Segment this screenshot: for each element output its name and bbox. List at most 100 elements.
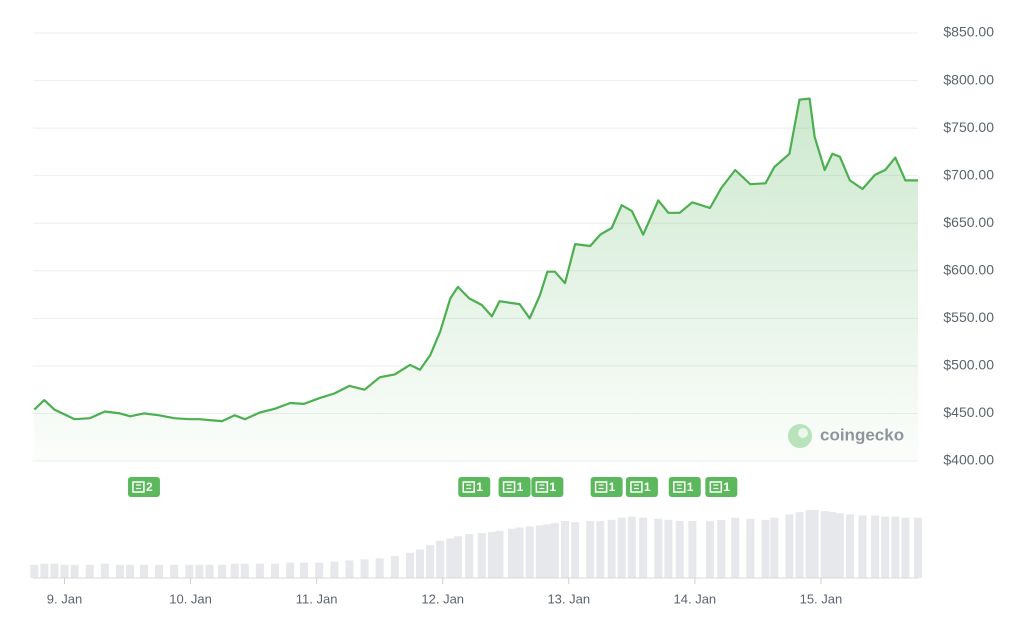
price-line — [33, 97, 918, 423]
news-icon — [502, 481, 516, 493]
volume-bar — [50, 563, 59, 578]
volume-bar — [785, 514, 794, 578]
news-icon — [673, 481, 686, 493]
volume-bar — [795, 512, 804, 578]
volume-bar — [550, 523, 559, 578]
volume-bar — [805, 510, 814, 578]
volume-bar — [561, 520, 570, 578]
volume-bar — [654, 518, 663, 578]
volume-bar — [315, 562, 324, 578]
volume-bar — [914, 517, 922, 578]
news-icon — [709, 481, 723, 493]
volume-bar — [746, 518, 755, 578]
news-marker[interactable]: 1 — [458, 477, 491, 497]
volume-bar — [639, 517, 648, 578]
volume-bar — [286, 562, 295, 578]
volume-bar — [828, 512, 837, 578]
watermark-text: coingecko — [820, 425, 904, 444]
volume-bar — [330, 561, 339, 578]
volume-bar — [405, 552, 414, 578]
news-marker[interactable]: 1 — [498, 477, 531, 497]
x-tick-label: 15. Jan — [800, 591, 843, 606]
x-tick-label: 10. Jan — [169, 591, 212, 606]
news-marker[interactable]: 1 — [705, 477, 738, 497]
news-count: 2 — [146, 480, 153, 494]
y-tick-label: $500.00 — [943, 357, 994, 373]
volume-bar — [426, 545, 435, 578]
volume-bar — [300, 562, 309, 578]
watermark: coingecko — [788, 424, 904, 448]
volume-bar — [218, 564, 227, 578]
volume-bar — [835, 513, 844, 578]
volume-bar — [617, 517, 626, 578]
watermark-logo — [798, 428, 808, 438]
volume-bar — [205, 564, 214, 578]
volume-bar — [543, 524, 552, 578]
news-marker[interactable]: 2 — [127, 477, 160, 497]
y-tick-label: $450.00 — [943, 404, 994, 420]
volume-bar — [465, 534, 474, 578]
news-count: 1 — [517, 480, 524, 494]
news-icon — [630, 481, 643, 493]
news-count: 1 — [687, 480, 694, 494]
volume-bar — [586, 520, 595, 578]
news-marker[interactable]: 1 — [590, 477, 623, 497]
volume-bar — [230, 563, 239, 578]
volume-bar — [375, 558, 384, 578]
volume-bar — [487, 531, 496, 578]
y-tick-label: $550.00 — [943, 309, 994, 325]
volume-bar — [185, 564, 194, 578]
news-count: 1 — [549, 480, 556, 494]
volume-bar — [240, 563, 249, 578]
price-area — [34, 98, 919, 461]
volume-bar — [30, 564, 39, 578]
volume-bar — [731, 517, 740, 578]
volume-bar — [871, 515, 880, 578]
news-icon — [132, 481, 145, 493]
news-count: 1 — [644, 480, 651, 494]
volume-bar — [139, 564, 148, 578]
volume-bar — [761, 519, 770, 578]
news-icon — [535, 481, 549, 493]
volume-bar — [453, 536, 462, 578]
y-tick-label: $850.00 — [943, 24, 994, 40]
news-marker[interactable]: 1 — [625, 477, 658, 497]
news-count: 1 — [609, 480, 616, 494]
volume-bar — [271, 563, 280, 578]
volume-bar — [627, 516, 636, 578]
volume-bar — [717, 519, 726, 578]
volume-bar — [477, 533, 486, 578]
volume-bar — [195, 564, 204, 578]
news-count: 1 — [476, 480, 483, 494]
x-tick-label: 12. Jan — [421, 591, 464, 606]
volume-bar — [360, 559, 369, 578]
y-tick-label: $400.00 — [943, 452, 994, 468]
y-tick-label: $800.00 — [943, 71, 994, 87]
volume-bar — [688, 520, 697, 578]
volume-bar — [810, 510, 819, 578]
volume-bar — [675, 520, 684, 578]
y-tick-label: $700.00 — [943, 166, 994, 182]
volume-bar — [60, 564, 69, 578]
volume-bar — [881, 516, 890, 578]
volume-bar — [390, 556, 399, 578]
volume-bar — [70, 564, 79, 578]
news-count: 1 — [723, 480, 730, 494]
volume-bar — [571, 522, 580, 578]
volume-bar — [416, 549, 425, 578]
y-tick-label: $650.00 — [943, 214, 994, 230]
news-marker[interactable]: 1 — [531, 477, 564, 497]
volume-bar — [126, 564, 135, 578]
volume-bar — [40, 563, 49, 578]
volume-bar — [858, 515, 867, 578]
news-icon — [462, 481, 475, 493]
news-marker[interactable]: 1 — [668, 477, 701, 497]
volume-bar — [85, 564, 94, 578]
volume-bar — [596, 520, 605, 578]
volume-bar — [515, 527, 524, 578]
volume-bar — [100, 563, 109, 578]
y-tick-label: $600.00 — [943, 261, 994, 277]
volume-bar — [446, 538, 455, 578]
volume-bar — [525, 526, 534, 578]
